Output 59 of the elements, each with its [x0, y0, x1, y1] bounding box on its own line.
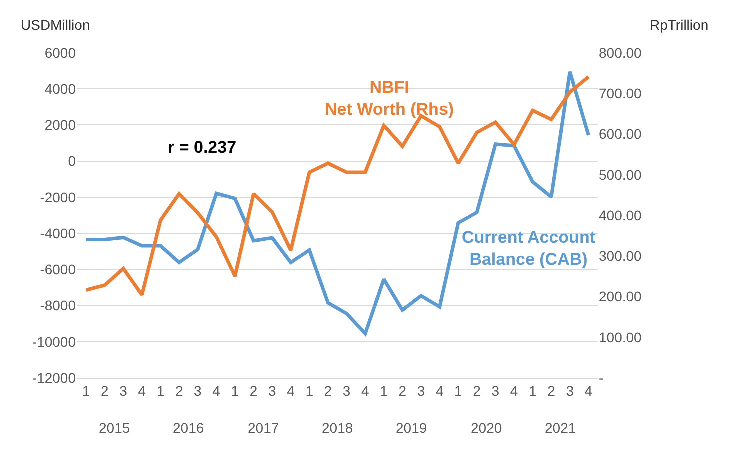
text: 2018: [322, 420, 354, 436]
x-tick-label: 4: [362, 382, 370, 399]
x-tick-label: 2: [250, 382, 258, 399]
x-tick-label: 4: [584, 382, 593, 399]
x-tick-label: 3: [268, 382, 276, 399]
y-tick-label: -6000: [40, 262, 76, 278]
y2-tick-label: -: [599, 370, 604, 386]
y-tick-label: -8000: [40, 298, 76, 314]
text: 2015: [99, 420, 130, 436]
text: 2019: [396, 420, 428, 436]
y2-axis-title: RpTrillion: [650, 17, 709, 33]
x-tick-label: 2: [101, 382, 110, 399]
x-tick-label: 3: [120, 382, 128, 399]
x-tick-label: 4: [510, 382, 518, 399]
x-tick-label: 1: [231, 382, 240, 399]
y2-tick-label: 600.00: [599, 126, 642, 142]
x-tick-label: 1: [454, 382, 463, 399]
x-tick-label: 3: [194, 382, 202, 399]
x-tick-label: 3: [342, 382, 351, 399]
x-tick-label: 2: [175, 382, 184, 399]
x-tick-label: 1: [306, 382, 314, 399]
y2-tick-label: 300.00: [599, 248, 642, 264]
x-tick-label: 2: [548, 382, 556, 399]
series-label: Current Account Balance (CAB): [462, 228, 596, 270]
x-tick-label: 4: [436, 382, 444, 399]
x-tick-label: 1: [82, 382, 90, 399]
text: 2016: [173, 420, 204, 436]
y-tick-label: -12000: [32, 370, 76, 386]
y2-tick-label: 700.00: [599, 86, 642, 102]
x-tick-label: 4: [138, 382, 146, 399]
y2-tick-label: 400.00: [599, 207, 642, 224]
x-tick-label: 1: [528, 382, 537, 399]
y-tick-label: 6000: [44, 44, 76, 61]
x-tick-label: 3: [492, 382, 500, 399]
text: 2017: [248, 420, 280, 436]
y2-tick-label: 100.00: [599, 329, 642, 346]
y2-tick-label: 200.00: [599, 288, 642, 305]
y-tick-label: 2000: [44, 117, 76, 134]
x-tick-label: 4: [212, 382, 221, 399]
y-tick-label: -10000: [32, 334, 76, 350]
y-tick-label: 4000: [44, 81, 76, 98]
text: 2021: [545, 420, 576, 436]
x-tick-label: 1: [380, 382, 388, 399]
x-tick-label: 1: [156, 382, 165, 399]
x-tick-label: 2: [398, 382, 407, 399]
x-tick-label: 3: [417, 382, 426, 399]
text: 2020: [471, 420, 502, 436]
y2-tick-label: 500.00: [599, 166, 642, 183]
x-tick-label: 2: [473, 382, 482, 399]
x-tick-label: 2: [324, 382, 332, 399]
annotation: r = 0.237: [168, 138, 237, 157]
y2-tick-label: 800.00: [599, 44, 642, 61]
x-tick-label: 3: [566, 382, 574, 399]
y-tick-label: -2000: [40, 189, 76, 206]
y-axis-title: USDMillion: [21, 17, 90, 33]
y-tick-label: 0: [68, 153, 76, 170]
y-tick-label: -4000: [40, 225, 76, 242]
series-label: NBFI Net Worth (Rhs): [325, 78, 454, 120]
x-tick-label: 4: [287, 382, 296, 399]
